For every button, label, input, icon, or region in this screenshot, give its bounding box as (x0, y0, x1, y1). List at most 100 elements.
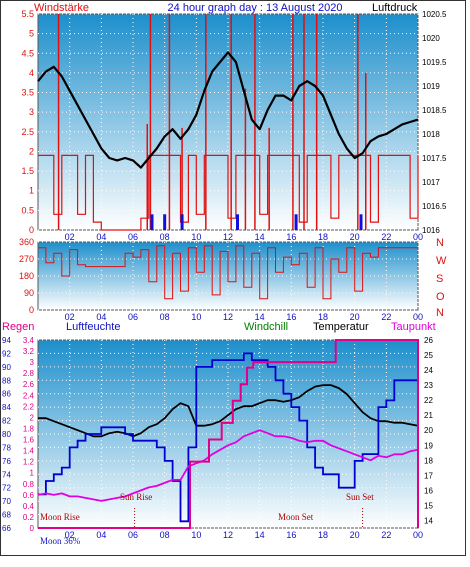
panel3-x-tick: 00 (413, 530, 423, 540)
regen-tick: 0 (30, 524, 35, 533)
panel1-left-tick: 1.5 (21, 166, 34, 176)
panel1-x-tick: 22 (381, 232, 391, 242)
humidity-tick: 86 (2, 390, 11, 399)
panel1-right-tick: 1020 (422, 34, 440, 43)
humidity-tick: 94 (2, 336, 11, 345)
panel2-x-tick: 16 (286, 312, 296, 322)
panel1-left-tick: 0 (29, 225, 34, 235)
regen-tick: 2.6 (23, 380, 35, 389)
panel2-x-tick: 18 (318, 312, 328, 322)
panel1-x-tick: 10 (191, 232, 201, 242)
panel2-x-tick: 22 (381, 312, 391, 322)
panel3-temperatur-label: Temperatur (313, 321, 369, 333)
pressure-line (37, 51, 419, 169)
panel1-left-label: Windstärke (34, 2, 89, 14)
panel2-left-tick: 270 (19, 254, 34, 264)
regen-tick: 1.2 (23, 458, 35, 467)
humidity-tick: 88 (2, 376, 11, 385)
panel1-right-tick: 1019.5 (422, 58, 447, 67)
panel3-regen-label: Regen (2, 321, 34, 333)
humidity-tick: 72 (2, 484, 11, 493)
regen-tick: 0.4 (23, 502, 35, 511)
regen-tick: 2 (30, 413, 35, 422)
direction-label-s: S (436, 273, 443, 285)
temperature-tick: 19 (424, 441, 433, 450)
regen-tick: 2.2 (23, 402, 35, 411)
regen-tick: 0.6 (23, 491, 35, 500)
regen-tick: 3 (30, 358, 35, 367)
panel3-x-tick: 12 (223, 530, 233, 540)
regen-tick: 1 (30, 469, 35, 478)
panel1-right-tick: 1018.5 (422, 106, 447, 115)
panel2-x-tick: 10 (191, 312, 201, 322)
rain-line (38, 339, 419, 529)
panel3-luftfeuchte-label: Luftfeuchte (66, 321, 120, 333)
humidity-tick: 92 (2, 349, 11, 358)
panel1-left-tick: 2 (29, 146, 34, 156)
panel2-left-tick: 360 (19, 237, 34, 247)
panel2-left-tick: 90 (24, 288, 34, 298)
panel1-left-tick: 2.5 (21, 127, 34, 137)
humidity-line (38, 352, 419, 523)
panel3-x-tick: 08 (160, 530, 170, 540)
moon-phase-label: Moon 36% (40, 536, 81, 546)
panel1-x-tick: 04 (96, 232, 106, 242)
panel1-x-tick: 06 (128, 232, 138, 242)
panel1-x-tick: 14 (255, 232, 265, 242)
panel1-right-tick: 1016.5 (422, 202, 447, 211)
panel3-x-tick: 10 (191, 530, 201, 540)
panel2-x-tick: 04 (96, 312, 106, 322)
wind-speed-line (38, 154, 419, 231)
temperature-tick: 15 (424, 501, 433, 510)
direction-label-o: O (436, 291, 445, 303)
panel3-x-tick: 06 (128, 530, 138, 540)
temperature-tick: 17 (424, 471, 433, 480)
panel3-windchill-label: Windchill (244, 321, 288, 333)
panel1-right-tick: 1019 (422, 82, 440, 91)
panel1-left-tick: 1 (29, 186, 34, 196)
panel3-taupunkt-label: Taupunkt (391, 321, 436, 333)
panel1-left-tick: 5.5 (21, 9, 34, 19)
panel3-x-tick: 02 (65, 530, 75, 540)
panel1-right-tick: 1016 (422, 226, 440, 235)
temperature-tick: 24 (424, 366, 433, 375)
regen-tick: 2.8 (23, 369, 35, 378)
panel1-right-tick: 1017 (422, 178, 440, 187)
temperature-tick: 21 (424, 411, 433, 420)
panel1-x-tick: 02 (65, 232, 75, 242)
panel3-x-tick: 16 (286, 530, 296, 540)
temperature-tick: 14 (424, 516, 433, 525)
temperature-tick: 23 (424, 381, 433, 390)
regen-tick: 3.4 (23, 336, 35, 345)
panel1-right-tick: 1017.5 (422, 154, 447, 163)
temperature-tick: 18 (424, 456, 433, 465)
panel2-x-tick: 02 (65, 312, 75, 322)
moon-rise-label: Moon Rise (40, 512, 80, 522)
humidity-tick: 66 (2, 524, 11, 533)
panel3-x-tick: 22 (381, 530, 391, 540)
panel3-x-tick: 20 (350, 530, 360, 540)
panel3-x-tick: 14 (255, 530, 265, 540)
regen-tick: 3.2 (23, 347, 35, 356)
direction-label-w: W (436, 255, 447, 267)
panel1-x-tick: 18 (318, 232, 328, 242)
panel1-x-tick: 20 (350, 232, 360, 242)
regen-tick: 2.4 (23, 391, 35, 400)
humidity-tick: 68 (2, 511, 11, 520)
temperature-tick: 16 (424, 486, 433, 495)
panel3-x-tick: 18 (318, 530, 328, 540)
humidity-tick: 78 (2, 443, 11, 452)
humidity-tick: 74 (2, 470, 11, 479)
panel1-right-tick: 1018 (422, 130, 440, 139)
humidity-tick: 76 (2, 457, 11, 466)
panel1-left-tick: 0.5 (21, 205, 34, 215)
panel1-left-tick: 3.5 (21, 88, 34, 98)
temperature-tick: 22 (424, 396, 433, 405)
panel1-title: 24 hour graph day : 13 August 2020 (168, 2, 343, 14)
panel1-left-tick: 5 (29, 29, 34, 39)
regen-tick: 1.8 (23, 424, 35, 433)
direction-label-n: N (436, 237, 444, 249)
regen-tick: 0.2 (23, 513, 35, 522)
